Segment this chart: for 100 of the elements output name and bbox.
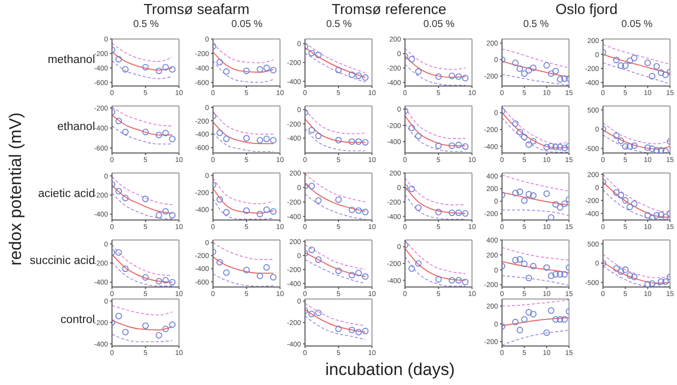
point	[618, 192, 624, 198]
point	[362, 139, 369, 146]
line-series	[405, 178, 466, 206]
point	[216, 130, 223, 136]
point	[142, 196, 149, 202]
point	[408, 124, 415, 132]
point	[556, 316, 564, 323]
chart-title: 0.5 %	[132, 19, 160, 30]
point	[362, 74, 369, 81]
point	[156, 132, 162, 138]
point	[415, 204, 422, 211]
point	[115, 56, 122, 62]
point	[408, 186, 415, 192]
point	[530, 262, 537, 270]
point	[530, 64, 537, 72]
point	[653, 147, 660, 153]
point	[548, 272, 554, 280]
point	[308, 126, 315, 134]
point	[348, 326, 356, 334]
point	[115, 249, 122, 256]
point	[156, 332, 162, 339]
point	[315, 197, 322, 204]
point	[270, 274, 277, 280]
point	[115, 312, 122, 320]
point	[355, 72, 362, 79]
point	[613, 56, 620, 64]
line-series	[213, 132, 274, 152]
point	[308, 182, 315, 190]
point	[448, 72, 456, 80]
line-series	[305, 52, 366, 83]
y-axis-title: succinic acid	[30, 255, 95, 267]
line-series	[305, 42, 366, 74]
point	[530, 310, 537, 318]
point	[270, 66, 277, 74]
line-series	[305, 128, 366, 152]
point	[448, 210, 456, 216]
point	[622, 62, 629, 69]
point	[455, 142, 462, 148]
point	[626, 57, 634, 64]
point	[308, 246, 315, 254]
point	[462, 143, 469, 150]
point	[122, 66, 129, 73]
point	[216, 258, 223, 266]
point	[543, 190, 550, 197]
point	[162, 130, 169, 136]
point	[556, 76, 564, 83]
point	[256, 136, 264, 144]
point	[122, 128, 129, 136]
line-series	[213, 42, 274, 64]
point	[662, 72, 669, 78]
y-axis-title: methanol	[48, 54, 95, 66]
point	[658, 212, 664, 218]
point	[355, 138, 362, 145]
line-series	[305, 316, 366, 340]
point	[516, 256, 524, 263]
point	[142, 274, 149, 281]
point	[552, 316, 559, 323]
point	[512, 256, 519, 264]
point	[263, 206, 270, 213]
point	[355, 328, 362, 336]
point	[270, 208, 277, 215]
point	[556, 204, 564, 211]
line-series	[305, 259, 366, 284]
line-series	[502, 247, 569, 261]
line-series	[305, 302, 366, 326]
point	[516, 65, 524, 72]
point	[216, 196, 223, 203]
point	[142, 128, 149, 136]
point	[556, 271, 564, 278]
point	[462, 74, 469, 82]
point	[415, 132, 422, 140]
point	[530, 192, 537, 199]
point	[658, 278, 664, 285]
point	[556, 144, 564, 150]
line-series	[405, 107, 466, 139]
y-axis-title: control	[60, 314, 95, 326]
point	[561, 271, 568, 278]
text: Tromsø seafarm	[142, 2, 250, 18]
point	[169, 278, 176, 286]
line-series	[112, 305, 173, 316]
point	[644, 144, 651, 151]
point	[415, 260, 422, 267]
text: Oslo fjord	[554, 2, 619, 18]
point	[122, 266, 129, 272]
line-series	[213, 60, 274, 83]
point	[462, 210, 469, 217]
point	[512, 190, 519, 196]
point	[315, 132, 322, 140]
point	[448, 142, 456, 149]
point	[521, 260, 528, 268]
point	[362, 273, 369, 280]
point	[355, 270, 362, 276]
point	[526, 67, 532, 74]
point	[631, 200, 638, 207]
point	[613, 265, 620, 272]
chart-title: 0.05 %	[620, 19, 654, 30]
y-axis-title: acietic acid	[38, 188, 95, 200]
point	[455, 277, 462, 284]
point	[243, 68, 250, 74]
point	[142, 64, 149, 70]
